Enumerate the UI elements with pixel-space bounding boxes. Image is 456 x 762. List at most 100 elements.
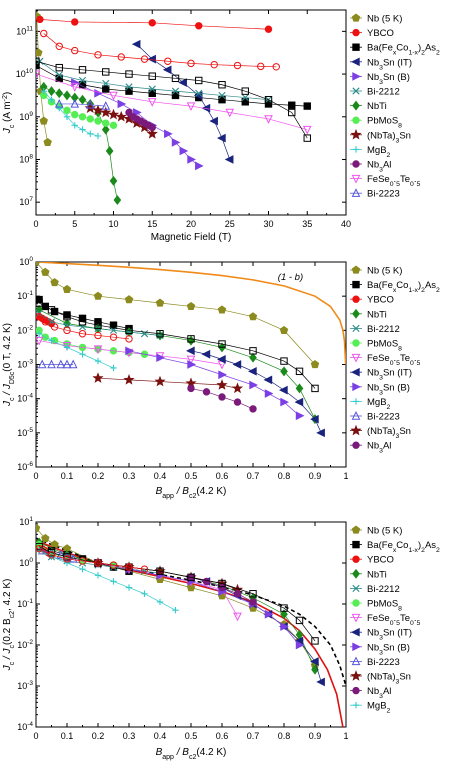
data-point	[187, 59, 195, 68]
x-tick-label: 0.3	[123, 731, 136, 741]
legend-entry: Nb (5 K)	[350, 266, 402, 277]
x-tick-label: 0.7	[247, 731, 260, 741]
legend-label: Nb3Al	[367, 686, 391, 700]
series-line	[74, 82, 199, 167]
data-point	[63, 106, 71, 115]
data-point	[280, 622, 289, 631]
data-point	[171, 91, 180, 100]
data-point	[218, 340, 226, 348]
legend-label: FeSe0.5Te0.5	[367, 353, 420, 367]
data-point	[195, 76, 203, 85]
data-point	[295, 383, 304, 394]
y-tick-label: 10-1	[17, 290, 33, 301]
data-point	[107, 108, 120, 120]
data-point	[62, 342, 72, 351]
data-point	[280, 366, 288, 377]
x-tick-label: 0.3	[123, 471, 136, 481]
data-point	[78, 557, 87, 565]
legend-marker	[352, 100, 360, 111]
legend-label: Nb3Sn (B)	[367, 72, 410, 86]
legend-marker	[350, 128, 362, 140]
data-point	[147, 98, 157, 107]
chart-panel-normalized-jc: 0 0.1 0.2 0.3 0.4 0.5 0.6 0.7 0.8 0.9 1 10-6 10-5 10-…	[2, 256, 440, 500]
series-13	[36, 542, 319, 645]
legend-entry: Nb3Sn (IT)	[350, 57, 412, 71]
legend-entry: Nb3Sn (IT)	[350, 367, 412, 381]
legend-label: Bi-2223	[367, 657, 400, 668]
data-point	[241, 98, 249, 106]
legend-entry: NbTi	[350, 568, 387, 580]
data-point	[146, 127, 158, 139]
legend-entry: (NbTa)3Sn	[350, 670, 411, 685]
x-tick-label: 0.7	[247, 471, 260, 481]
y-tick-label: 10-6	[17, 461, 33, 472]
data-point	[105, 145, 114, 156]
data-point	[36, 57, 44, 65]
data-point	[102, 68, 110, 76]
x-tick-label: 25	[225, 219, 235, 229]
legend-label: Nb3Sn (B)	[367, 642, 410, 656]
legend-label: Bi-2223	[367, 189, 400, 200]
data-point	[311, 637, 319, 645]
y-tick-label: 10-3	[17, 680, 33, 691]
series-line	[38, 309, 316, 420]
y-tick-label: 100	[19, 557, 33, 568]
series-0	[36, 262, 320, 369]
data-point	[125, 326, 133, 335]
series-14	[36, 57, 311, 142]
x-tick-label: 35	[302, 219, 312, 229]
data-point	[218, 91, 226, 100]
data-point	[125, 87, 133, 95]
series-0	[36, 523, 320, 670]
data-point	[249, 590, 257, 598]
x-tick-label: 0.6	[216, 471, 229, 481]
legend-entry: Nb3Al	[350, 441, 391, 454]
data-point	[63, 90, 71, 101]
data-point	[117, 53, 125, 61]
legend-marker	[352, 555, 360, 563]
legend-marker	[352, 702, 360, 709]
data-point	[209, 116, 218, 126]
data-point	[94, 51, 102, 59]
y-tick-label: 107	[19, 196, 33, 207]
legend-entry: FeSe0.5Te0.5	[350, 174, 420, 188]
legend-marker	[351, 613, 361, 623]
series-9	[40, 87, 102, 140]
data-point	[295, 616, 304, 625]
data-point	[171, 87, 180, 95]
data-point	[63, 113, 71, 120]
legend-marker	[352, 686, 360, 695]
data-point	[264, 95, 273, 104]
data-point	[124, 295, 134, 304]
series-6	[39, 81, 122, 206]
series-14	[36, 544, 149, 573]
x-tick-label: 1	[343, 731, 348, 741]
data-point	[178, 78, 187, 87]
legend-marker	[351, 367, 360, 377]
data-point	[125, 335, 133, 343]
data-point	[187, 573, 195, 582]
data-point	[93, 345, 103, 355]
x-tick-label: 20	[186, 219, 196, 229]
legend-entry: Nb3Al	[350, 160, 391, 173]
data-point	[86, 115, 94, 123]
data-point	[41, 533, 50, 543]
data-point	[78, 66, 87, 74]
legend-marker	[351, 627, 360, 637]
legend-entry: Nb3Sn (B)	[350, 642, 410, 656]
x-tick-label: 0.2	[92, 731, 105, 741]
data-point	[55, 88, 64, 99]
x-tick-label: 0.5	[185, 471, 198, 481]
series-line	[190, 350, 322, 433]
series-line	[36, 527, 316, 666]
data-point	[94, 572, 102, 579]
data-point	[87, 130, 94, 138]
data-point	[156, 567, 164, 575]
data-point	[156, 330, 164, 338]
series-4	[71, 78, 204, 171]
data-point	[295, 640, 305, 650]
legend-label: PbMoS8	[367, 599, 402, 613]
data-point	[264, 389, 274, 398]
data-point	[78, 318, 87, 326]
legend-entry: Nb3Sn (IT)	[350, 627, 412, 641]
